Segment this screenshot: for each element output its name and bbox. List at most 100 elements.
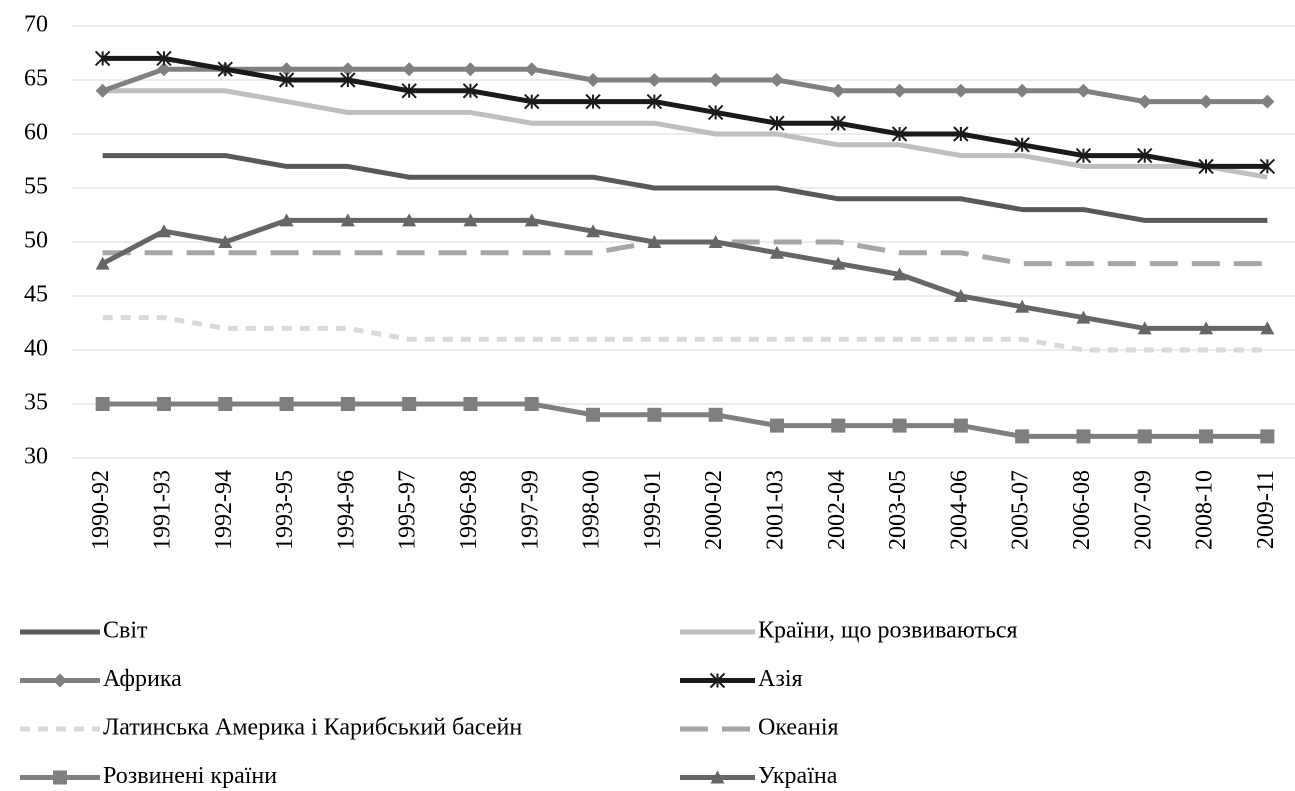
y-tick-label: 65 [24,66,48,92]
marker [586,407,601,422]
marker [462,83,479,99]
marker [646,93,663,110]
marker [1015,429,1030,444]
marker [524,62,539,77]
series-line [102,315,1268,353]
marker [586,224,601,238]
marker [831,418,846,433]
marker [586,73,601,87]
marker [463,397,478,411]
x-tick-label: 1994-96 [333,470,359,550]
marker [278,72,295,88]
marker [1015,83,1030,98]
marker [892,267,907,281]
marker [402,62,417,77]
marker [831,256,846,270]
marker [585,93,601,110]
x-tick-label: 1993-95 [272,470,298,550]
marker [1075,147,1092,164]
marker [1076,310,1091,324]
marker [831,83,846,98]
x-tick-label: 2003-05 [885,470,911,550]
marker [1014,137,1030,153]
y-tick-label: 50 [24,228,48,254]
legend-label: Країни, що розвиваються [758,618,1018,644]
x-tick-label: 2007-09 [1130,470,1156,550]
x-tick-label: 1997-99 [517,470,543,550]
marker [402,213,417,227]
marker [1137,94,1152,109]
marker [524,397,539,411]
marker [340,213,355,227]
marker [707,104,724,121]
marker [1199,429,1214,444]
marker [647,235,662,248]
legend-label: Океанія [758,715,839,741]
marker [647,407,662,422]
legend-label: Світ [103,618,148,644]
marker [1076,83,1091,98]
marker [95,83,110,98]
marker [1198,158,1214,175]
marker [94,50,111,67]
marker [709,672,726,689]
legend-label: Азія [758,666,803,692]
x-tick-label: 1996-98 [456,470,482,550]
y-tick-label: 70 [24,12,48,38]
x-tick-label: 2008-10 [1192,470,1218,550]
marker [710,770,725,784]
marker [892,83,907,98]
marker [463,213,478,227]
marker [1259,158,1276,175]
marker [647,73,662,87]
marker [279,62,294,77]
x-tick-label: 1995-97 [395,470,421,550]
marker [1260,321,1275,335]
y-tick-label: 55 [24,174,48,200]
marker [217,61,233,77]
y-tick-label: 40 [24,336,48,362]
x-tick-label: 2009-11 [1253,470,1279,549]
marker [53,673,67,688]
marker [463,62,478,77]
marker [830,115,846,131]
marker [1137,147,1153,164]
legend-label: Африка [103,666,182,692]
marker [1076,429,1091,444]
y-tick-label: 30 [24,444,48,470]
marker [156,50,172,67]
marker [156,397,171,411]
marker [1199,94,1214,109]
marker [218,235,233,248]
x-tick-label: 1992-94 [211,470,237,550]
marker [708,73,723,87]
marker [524,93,540,110]
marker [708,235,723,248]
series-line [102,55,1268,169]
marker [1199,321,1214,335]
marker [1260,94,1275,109]
x-tick-label: 2001-03 [762,470,788,550]
x-tick-label: 2000-02 [701,470,727,550]
marker [1015,299,1030,313]
marker [95,256,110,270]
marker [1137,429,1152,444]
marker [218,397,233,411]
legend-label: Латинська Америка і Карибський басейн [103,715,522,741]
x-tick-label: 2006-08 [1069,470,1095,550]
series-line [102,401,1268,439]
marker [953,418,968,433]
marker [340,72,356,88]
marker [891,126,908,142]
marker [340,397,355,411]
series-line [101,66,1268,105]
marker [892,418,907,433]
marker [279,213,294,227]
x-tick-label: 2004-06 [946,470,972,550]
series-line [102,239,1268,267]
marker [1260,429,1275,444]
x-tick-label: 2002-04 [824,470,850,550]
series-line [102,88,1268,180]
y-tick-label: 60 [24,120,48,146]
